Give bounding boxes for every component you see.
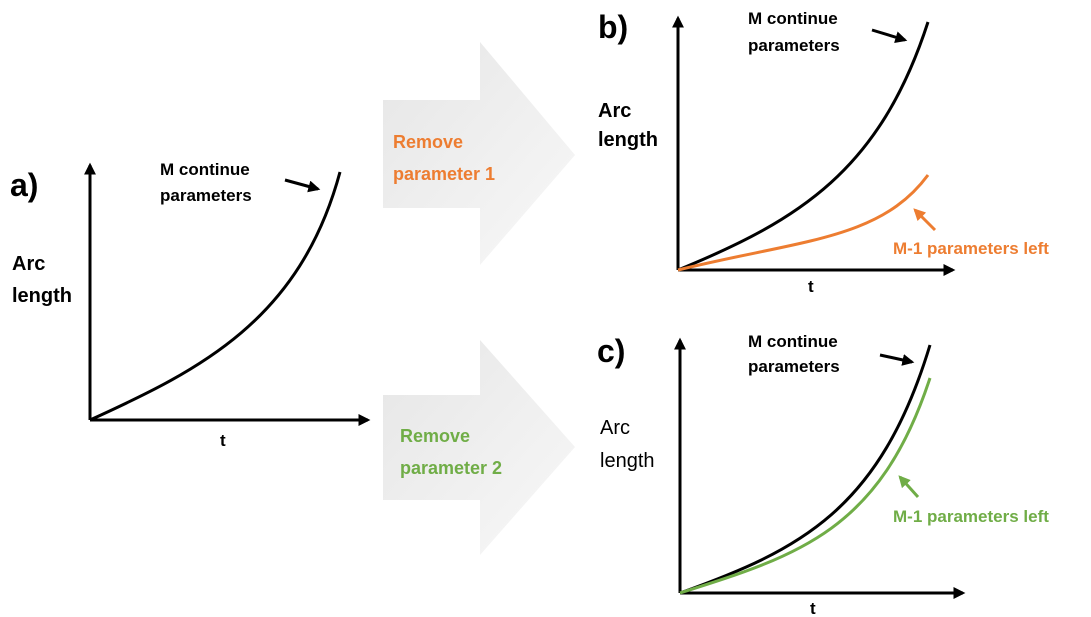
- curve-label: parameters: [748, 357, 840, 376]
- reduced-curve: [679, 377, 932, 595]
- x-label: t: [808, 277, 814, 296]
- pointer: [284, 178, 321, 193]
- pointer: [871, 28, 908, 43]
- step-label: parameter 2: [400, 458, 502, 478]
- x-label: t: [220, 431, 226, 450]
- reduced-curve: [677, 174, 930, 272]
- step-label: parameter 1: [393, 164, 495, 184]
- panel-label: b): [598, 9, 628, 45]
- panel-label: c): [597, 333, 625, 369]
- step-arrow: [383, 340, 575, 555]
- step-label: Remove: [393, 132, 463, 152]
- pointer: [898, 475, 920, 499]
- curve: [677, 21, 930, 272]
- panel-label: a): [10, 167, 38, 203]
- curve-label: parameters: [160, 186, 252, 205]
- y-label: length: [598, 129, 658, 151]
- curve: [89, 171, 342, 422]
- y-label: Arc: [12, 253, 45, 275]
- curve-label: parameters: [748, 36, 840, 55]
- y-label: Arc: [600, 417, 630, 439]
- reduced-label: M-1 parameters left: [893, 239, 1049, 258]
- step-arrow: [383, 42, 575, 265]
- curve: [679, 344, 932, 595]
- step-label: Remove: [400, 426, 470, 446]
- curve-label: M continue: [748, 9, 838, 28]
- y-label: length: [600, 450, 655, 472]
- x-label: t: [810, 599, 816, 617]
- y-label: length: [12, 285, 72, 307]
- curve-label: M continue: [160, 160, 250, 179]
- curve-label: M continue: [748, 332, 838, 351]
- pointer: [913, 208, 937, 232]
- y-label: Arc: [598, 100, 631, 122]
- pointer: [879, 353, 915, 366]
- reduced-label: M-1 parameters left: [893, 507, 1049, 526]
